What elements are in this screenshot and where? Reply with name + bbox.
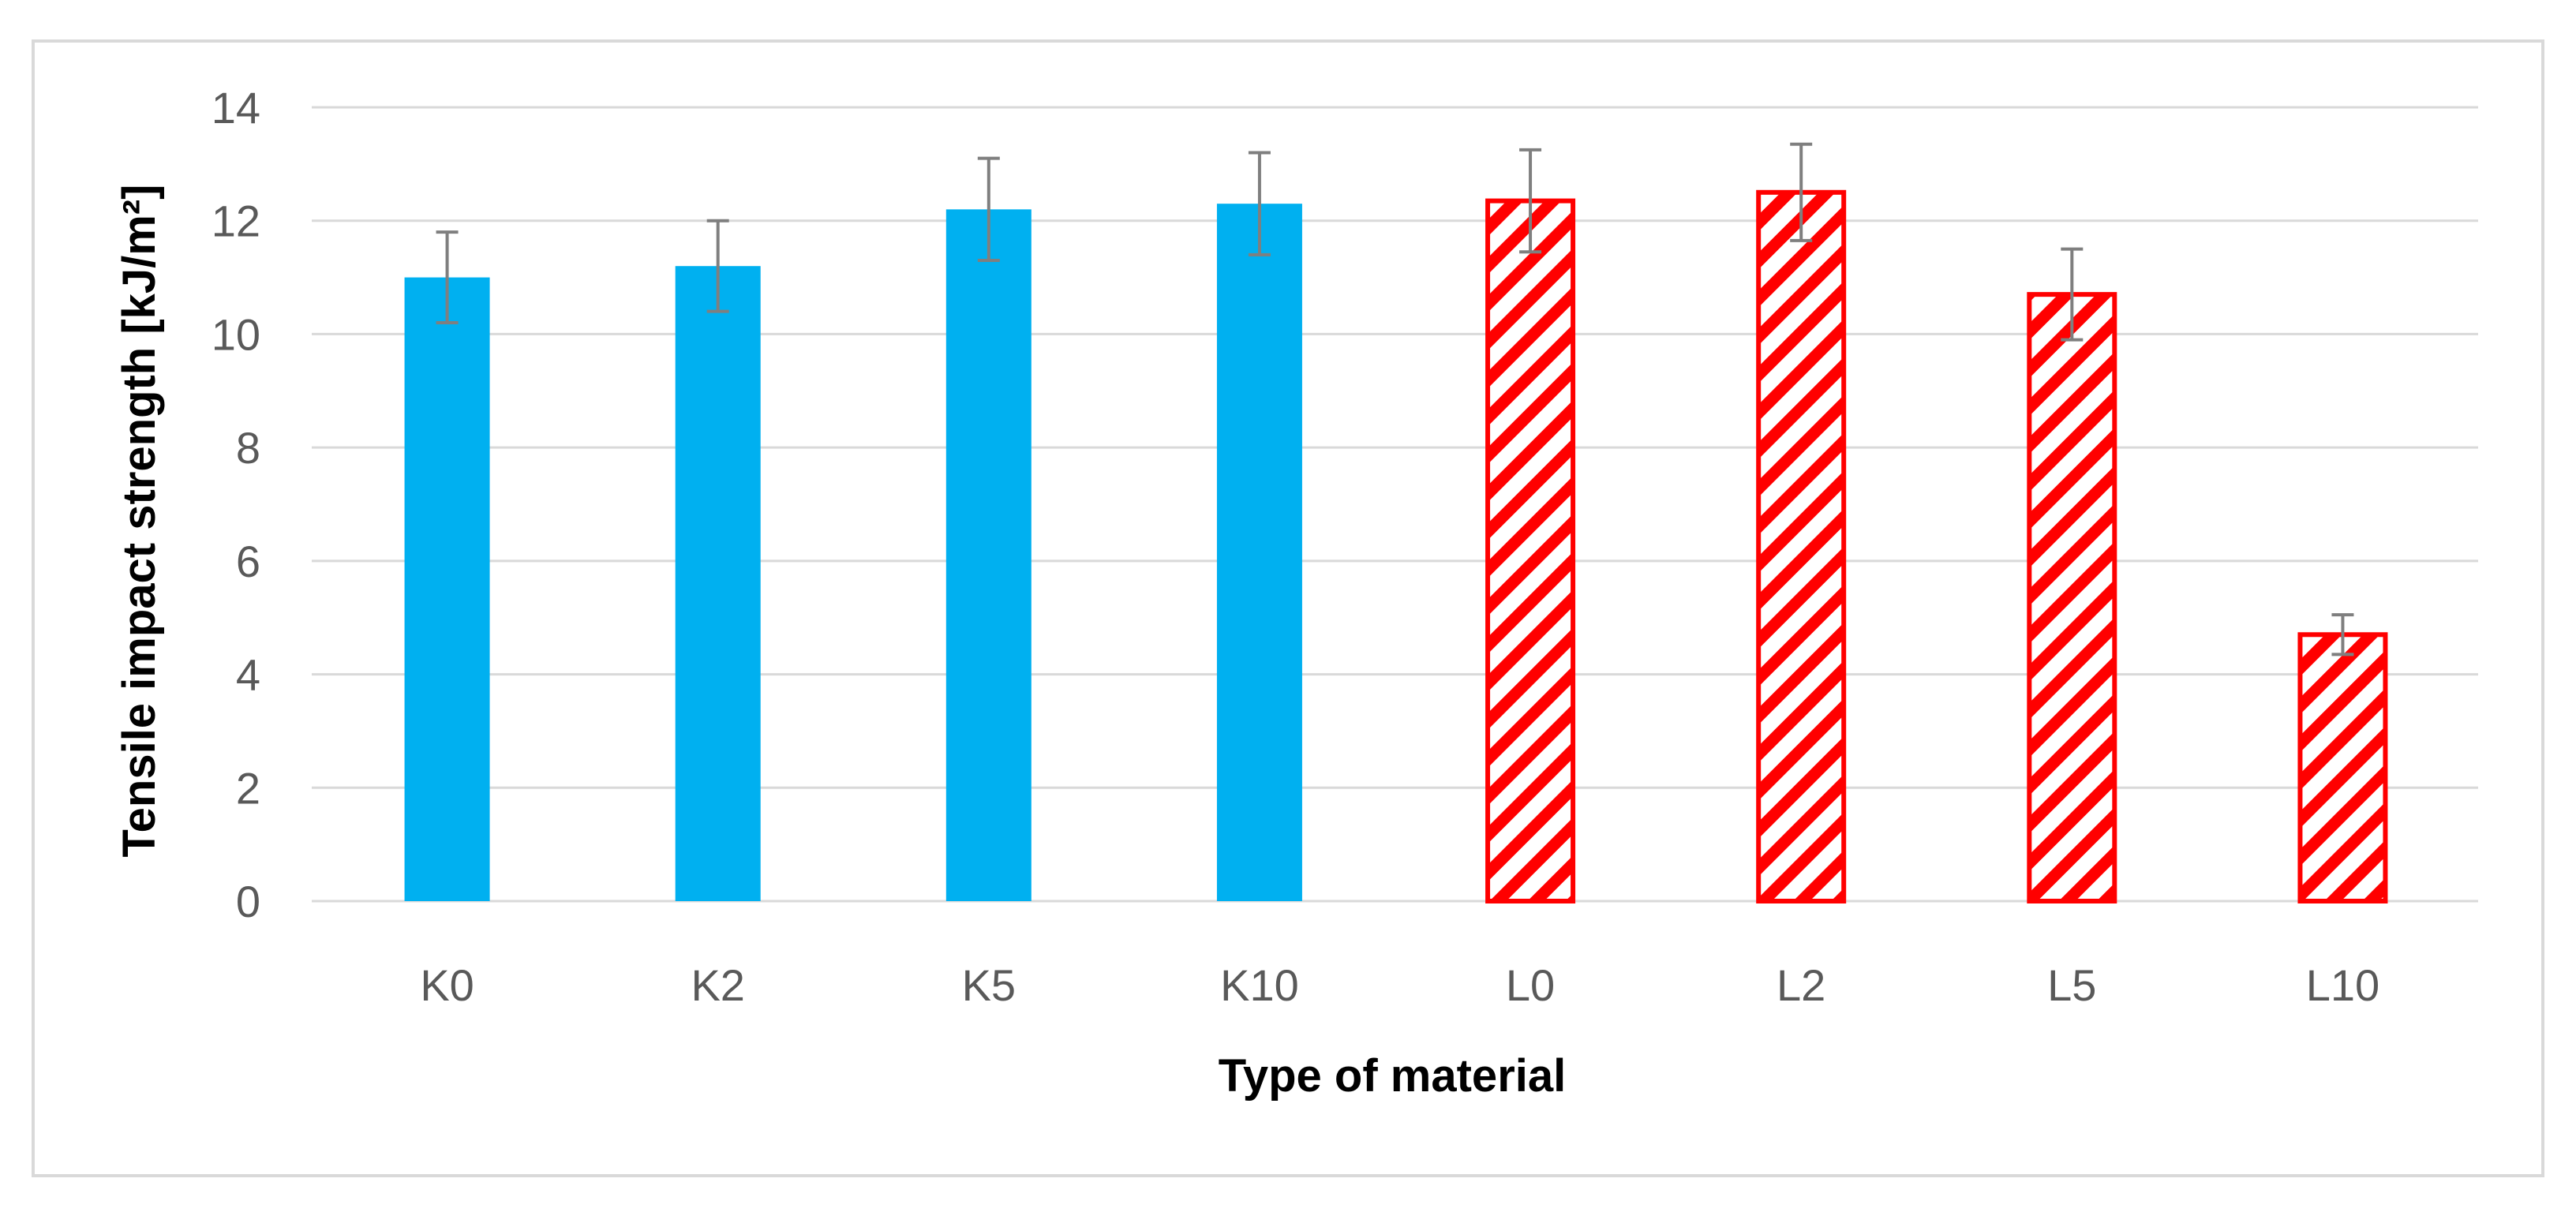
bar-k5 — [945, 209, 1032, 901]
bar-l2 — [1756, 189, 1847, 904]
error-bar-k2 — [706, 219, 729, 313]
x-tick-label-k5: K5 — [962, 960, 1017, 1010]
y-tick-labels: 0 2 4 6 8 10 12 14 — [212, 83, 260, 926]
y-tick-label: 14 — [212, 83, 260, 133]
bar-l10 — [2297, 632, 2388, 903]
bar-k0 — [404, 277, 490, 902]
y-tick-label: 8 — [236, 423, 260, 473]
x-tick-labels: K0 K2 K5 K10 L0 L2 L5 L10 — [420, 960, 2379, 1010]
bar-l0 — [1485, 198, 1576, 904]
y-tick-label: 4 — [236, 650, 260, 700]
x-tick-label-l2: L2 — [1777, 960, 1825, 1010]
y-tick-label: 2 — [236, 763, 260, 813]
bar-k2 — [675, 266, 761, 901]
y-axis-title: Tensile impact strength [kJ/m²] — [114, 185, 165, 858]
error-bars — [436, 142, 2354, 656]
x-tick-label-l5: L5 — [2047, 960, 2096, 1010]
y-tick-label: 12 — [212, 196, 260, 246]
x-tick-label-k0: K0 — [420, 960, 474, 1010]
gridlines — [312, 106, 2478, 903]
error-bar-l10 — [2331, 613, 2354, 656]
bar-l5 — [2027, 292, 2117, 903]
y-tick-label: 6 — [236, 537, 260, 586]
error-bar-l5 — [2061, 247, 2084, 342]
error-bar-k5 — [977, 156, 1000, 263]
error-bar-k0 — [436, 230, 459, 325]
x-tick-label-k10: K10 — [1220, 960, 1299, 1010]
bar-k10 — [1216, 204, 1302, 902]
bars — [404, 189, 2388, 904]
x-tick-label-l10: L10 — [2306, 960, 2379, 1010]
y-tick-label: 10 — [212, 309, 260, 359]
error-bar-k10 — [1248, 151, 1271, 256]
x-tick-label-l0: L0 — [1506, 960, 1555, 1010]
x-axis-title: Type of material — [1219, 1050, 1567, 1102]
error-bar-l0 — [1519, 148, 1542, 254]
error-bar-l2 — [1790, 142, 1813, 242]
y-tick-label: 0 — [236, 877, 260, 926]
x-tick-label-k2: K2 — [691, 960, 745, 1010]
